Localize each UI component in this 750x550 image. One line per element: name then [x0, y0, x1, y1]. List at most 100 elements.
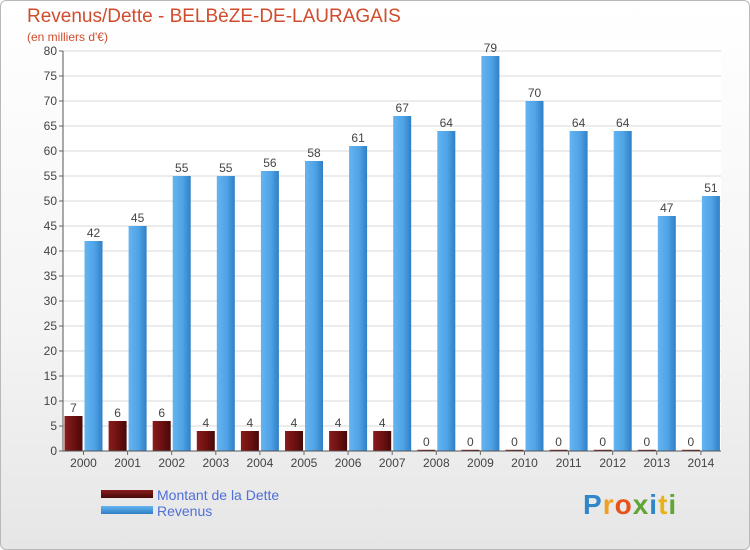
bar-revenue-2012 — [613, 131, 632, 451]
bar-revenue-2013 — [657, 216, 676, 451]
y-tick-label: 65 — [44, 119, 58, 133]
y-tick-label: 75 — [44, 69, 58, 83]
data-label-revenue-2013: 47 — [660, 201, 674, 215]
x-tick-label-2004: 2004 — [247, 456, 274, 470]
bar-revenue-2007 — [393, 116, 412, 451]
data-label-debt-2010: 0 — [511, 435, 518, 449]
bar-revenue-2009 — [481, 56, 500, 451]
x-tick-label-2011: 2011 — [556, 456, 582, 470]
x-tick-label-2007: 2007 — [379, 456, 406, 470]
data-label-revenue-2005: 58 — [307, 146, 321, 160]
legend-label-revenue: Revenus — [157, 503, 213, 519]
bar-debt-2012 — [593, 449, 612, 451]
data-label-debt-2008: 0 — [423, 435, 430, 449]
x-tick-label-2010: 2010 — [511, 456, 538, 470]
y-tick-label: 10 — [44, 394, 58, 408]
x-tick-label-2014: 2014 — [688, 456, 715, 470]
y-tick-label: 50 — [44, 194, 58, 208]
x-tick-label-2000: 2000 — [70, 456, 97, 470]
y-tick-label: 30 — [44, 294, 58, 308]
chart-subtitle: (en milliers d'€) — [27, 30, 108, 44]
bar-revenue-2004 — [260, 171, 279, 451]
bar-revenue-2001 — [128, 226, 147, 451]
bar-revenue-2000 — [84, 241, 103, 451]
x-tick-label-2006: 2006 — [335, 456, 362, 470]
data-label-debt-2000: 7 — [70, 401, 77, 415]
y-tick-label: 80 — [44, 44, 58, 58]
legend-swatch-revenue — [101, 506, 153, 514]
y-tick-label: 25 — [44, 319, 58, 333]
data-label-debt-2003: 4 — [202, 416, 209, 430]
bar-debt-2001 — [108, 421, 127, 451]
bar-debt-2010 — [505, 449, 524, 451]
data-label-revenue-2006: 61 — [351, 131, 365, 145]
y-tick-label: 5 — [50, 419, 57, 433]
data-label-revenue-2014: 51 — [704, 181, 718, 195]
bar-revenue-2014 — [701, 196, 720, 451]
data-label-revenue-2001: 45 — [131, 211, 145, 225]
data-label-revenue-2010: 70 — [528, 86, 542, 100]
bar-debt-2014 — [681, 449, 700, 451]
bar-revenue-2008 — [437, 131, 456, 451]
bar-revenue-2003 — [216, 176, 235, 451]
x-tick-label-2012: 2012 — [599, 456, 626, 470]
y-tick-label: 0 — [50, 444, 57, 458]
data-label-revenue-2011: 64 — [572, 116, 586, 130]
y-tick-label: 20 — [44, 344, 58, 358]
bar-debt-2005 — [285, 431, 303, 451]
data-label-debt-2002: 6 — [158, 406, 165, 420]
data-label-debt-2001: 6 — [114, 406, 121, 420]
y-tick-label: 35 — [44, 269, 58, 283]
bar-revenue-2005 — [305, 161, 323, 451]
bar-debt-2009 — [461, 449, 480, 451]
data-label-debt-2004: 4 — [247, 416, 254, 430]
y-tick-label: 55 — [44, 169, 58, 183]
data-label-revenue-2003: 55 — [219, 161, 233, 175]
x-tick-label-2008: 2008 — [423, 456, 450, 470]
bar-debt-2003 — [196, 431, 215, 451]
bar-revenue-2002 — [172, 176, 191, 451]
data-label-revenue-2002: 55 — [175, 161, 189, 175]
chart-title: Revenus/Dette - BELBèZE-DE-LAURAGAIS — [27, 6, 401, 27]
bar-revenue-2010 — [525, 101, 544, 451]
x-tick-label-2013: 2013 — [643, 456, 670, 470]
data-label-debt-2006: 4 — [335, 416, 342, 430]
data-label-debt-2014: 0 — [688, 435, 695, 449]
bar-revenue-2011 — [569, 131, 588, 451]
y-tick-label: 45 — [44, 219, 58, 233]
y-tick-label: 15 — [44, 369, 58, 383]
proxiti-logo: Proxiti — [583, 489, 678, 520]
x-tick-label-2001: 2001 — [114, 456, 141, 470]
legend-label-debt: Montant de la Dette — [157, 487, 280, 503]
x-tick-label-2005: 2005 — [291, 456, 318, 470]
bar-debt-2002 — [152, 421, 171, 451]
data-label-revenue-2000: 42 — [87, 226, 101, 240]
data-label-debt-2007: 4 — [379, 416, 386, 430]
bar-debt-2007 — [373, 431, 392, 451]
x-tick-label-2009: 2009 — [467, 456, 494, 470]
x-tick-label-2003: 2003 — [202, 456, 229, 470]
bar-debt-2000 — [64, 416, 83, 451]
data-label-revenue-2007: 67 — [396, 101, 410, 115]
data-label-debt-2012: 0 — [599, 435, 606, 449]
bar-debt-2013 — [637, 449, 656, 451]
bar-revenue-2006 — [349, 146, 368, 451]
data-label-debt-2009: 0 — [467, 435, 474, 449]
data-label-revenue-2009: 79 — [484, 41, 498, 55]
bar-debt-2006 — [329, 431, 348, 451]
x-tick-label-2002: 2002 — [158, 456, 185, 470]
data-label-debt-2005: 4 — [291, 416, 298, 430]
data-label-debt-2013: 0 — [643, 435, 650, 449]
data-label-debt-2011: 0 — [555, 435, 562, 449]
data-label-revenue-2004: 56 — [263, 156, 277, 170]
data-label-revenue-2012: 64 — [616, 116, 630, 130]
y-tick-label: 40 — [44, 244, 58, 258]
legend-swatch-debt — [101, 490, 153, 498]
y-tick-label: 60 — [44, 144, 58, 158]
y-tick-label: 70 — [44, 94, 58, 108]
bar-debt-2004 — [240, 431, 259, 451]
data-label-revenue-2008: 64 — [440, 116, 454, 130]
bar-debt-2011 — [549, 449, 568, 451]
